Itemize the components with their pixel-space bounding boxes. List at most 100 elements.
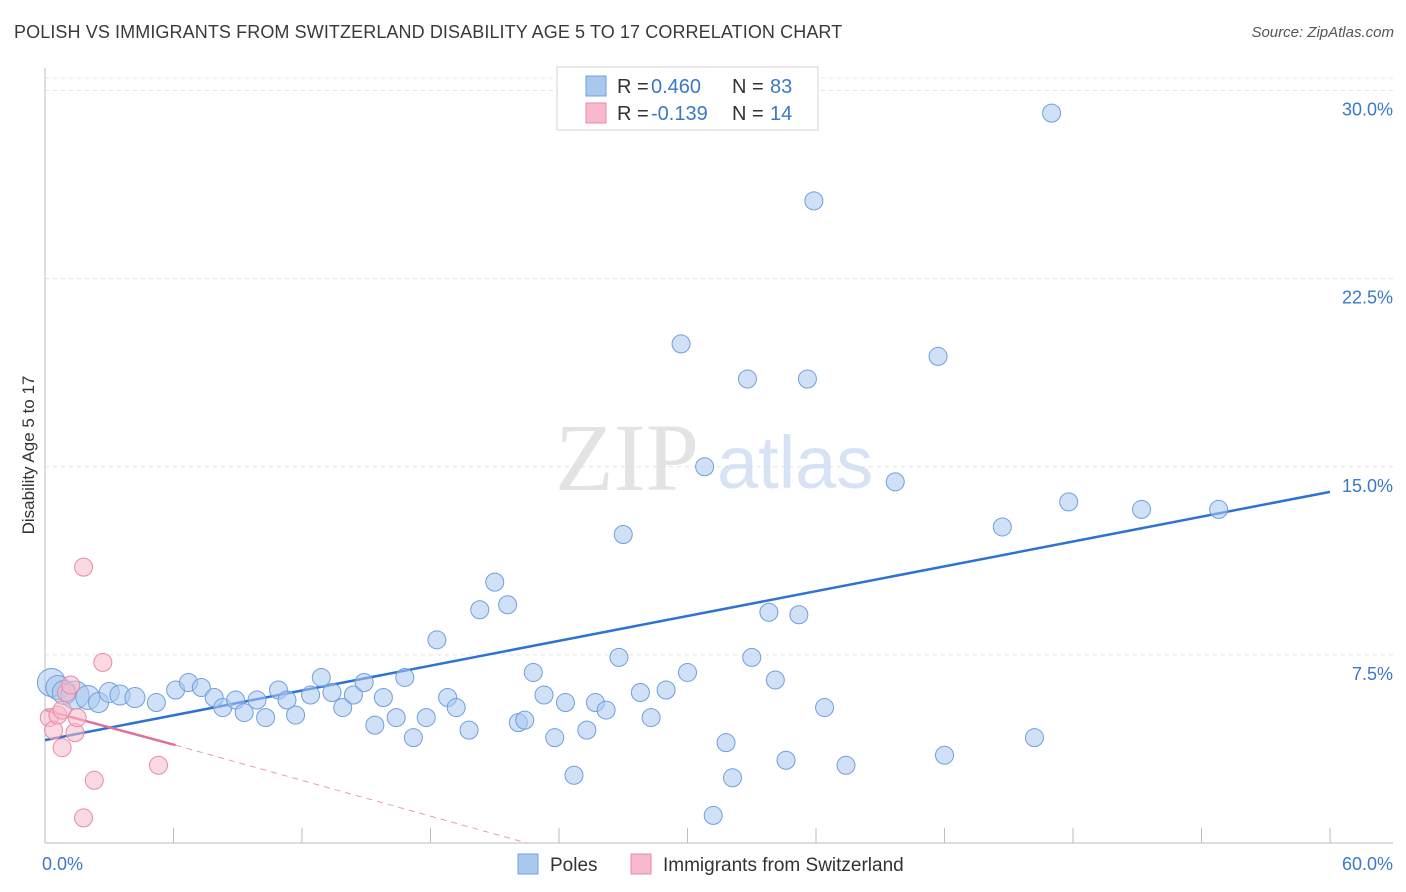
- data-point: [523, 662, 543, 682]
- bottom-legend-swatch-switzerland: [630, 853, 652, 875]
- y-tick-label: 15.0%: [1342, 476, 1393, 496]
- data-point: [759, 602, 779, 622]
- data-point: [446, 698, 466, 718]
- data-point: [286, 705, 306, 725]
- legend-n-label: N =: [732, 76, 764, 98]
- data-point: [470, 600, 490, 620]
- y-tick-label: 22.5%: [1342, 288, 1393, 308]
- y-axis-label: Disability Age 5 to 17: [19, 376, 38, 535]
- bottom-legend: Poles Immigrants from Switzerland: [517, 853, 904, 876]
- data-point: [256, 708, 276, 728]
- watermark: ZIP atlas: [555, 404, 873, 511]
- data-point: [545, 728, 565, 748]
- data-point: [695, 457, 715, 477]
- data-point: [1209, 499, 1229, 519]
- x-tick-label-max: 60.0%: [1342, 854, 1393, 874]
- legend-r-label: R =: [617, 76, 649, 98]
- data-point: [459, 720, 479, 740]
- bottom-legend-label-poles: Poles: [550, 855, 598, 876]
- y-tick-label: 30.0%: [1342, 100, 1393, 120]
- data-point: [386, 708, 406, 728]
- data-point: [596, 700, 616, 720]
- data-point: [146, 693, 166, 713]
- data-point: [93, 652, 113, 672]
- data-point: [656, 680, 676, 700]
- data-point: [311, 667, 331, 687]
- data-point: [765, 670, 785, 690]
- data-point: [149, 755, 169, 775]
- data-point: [427, 630, 447, 650]
- data-point: [373, 688, 393, 708]
- data-point: [234, 703, 254, 723]
- legend-n-label: N =: [732, 103, 764, 125]
- watermark-atlas: atlas: [717, 421, 873, 504]
- watermark-zip: ZIP: [555, 404, 699, 511]
- data-point: [1024, 728, 1044, 748]
- data-point: [797, 369, 817, 389]
- data-point: [365, 715, 385, 735]
- legend-swatch-switzerland: [585, 102, 607, 124]
- data-point: [609, 647, 629, 667]
- data-point: [613, 524, 633, 544]
- legend: R = 0.460 N = 83 R = -0.139 N = 14: [556, 66, 819, 131]
- data-point: [737, 369, 757, 389]
- data-point: [395, 667, 415, 687]
- chart-title: POLISH VS IMMIGRANTS FROM SWITZERLAND DI…: [14, 22, 843, 42]
- data-point: [354, 672, 374, 692]
- data-point: [804, 191, 824, 211]
- series-poles-points: [36, 103, 1229, 825]
- data-point: [885, 472, 905, 492]
- y-tick-label: 7.5%: [1352, 664, 1393, 684]
- data-point: [403, 728, 423, 748]
- data-point: [498, 595, 518, 615]
- legend-r-label: R =: [617, 103, 649, 125]
- data-point: [742, 647, 762, 667]
- data-point: [124, 687, 146, 709]
- grid-lines: [45, 77, 1393, 656]
- data-point: [703, 805, 723, 825]
- data-point: [1132, 499, 1152, 519]
- trend-line-extension: [175, 744, 528, 844]
- data-point: [485, 572, 505, 592]
- data-point: [52, 700, 72, 720]
- data-point: [515, 710, 535, 730]
- data-point: [935, 745, 954, 765]
- data-point: [928, 346, 948, 366]
- legend-row-switzerland: R = -0.139 N = 14: [585, 102, 792, 125]
- data-point: [322, 683, 342, 703]
- data-point: [333, 698, 353, 718]
- data-points: [36, 103, 1229, 828]
- data-point: [74, 557, 94, 577]
- data-point: [671, 334, 691, 354]
- x-tick-labels: 0.0% 60.0%: [42, 854, 1393, 874]
- y-tick-labels: 7.5% 15.0% 22.5% 30.0%: [1342, 100, 1393, 684]
- data-point: [577, 720, 597, 740]
- bottom-legend-label-switzerland: Immigrants from Switzerland: [663, 855, 904, 876]
- data-point: [836, 755, 856, 775]
- legend-row-poles: R = 0.460 N = 83: [585, 75, 792, 98]
- legend-n-value: 14: [770, 103, 792, 125]
- data-point: [343, 685, 363, 705]
- data-point: [776, 750, 796, 770]
- data-point: [84, 770, 104, 790]
- data-point: [277, 690, 297, 710]
- data-point: [74, 808, 94, 828]
- data-point: [416, 708, 436, 728]
- data-point: [534, 685, 554, 705]
- legend-r-value: 0.460: [651, 76, 701, 98]
- data-point: [716, 733, 736, 753]
- legend-swatch-poles: [585, 75, 607, 97]
- bottom-legend-swatch-poles: [517, 853, 539, 875]
- data-point: [1059, 492, 1079, 512]
- data-point: [301, 685, 321, 705]
- data-point: [641, 708, 661, 728]
- source-label: Source: ZipAtlas.com: [1251, 24, 1394, 41]
- data-point: [630, 683, 650, 703]
- data-point: [815, 698, 835, 718]
- data-point: [555, 693, 575, 713]
- data-point: [992, 517, 1012, 537]
- data-point: [191, 677, 211, 697]
- data-point: [678, 662, 697, 682]
- data-point: [1042, 103, 1062, 123]
